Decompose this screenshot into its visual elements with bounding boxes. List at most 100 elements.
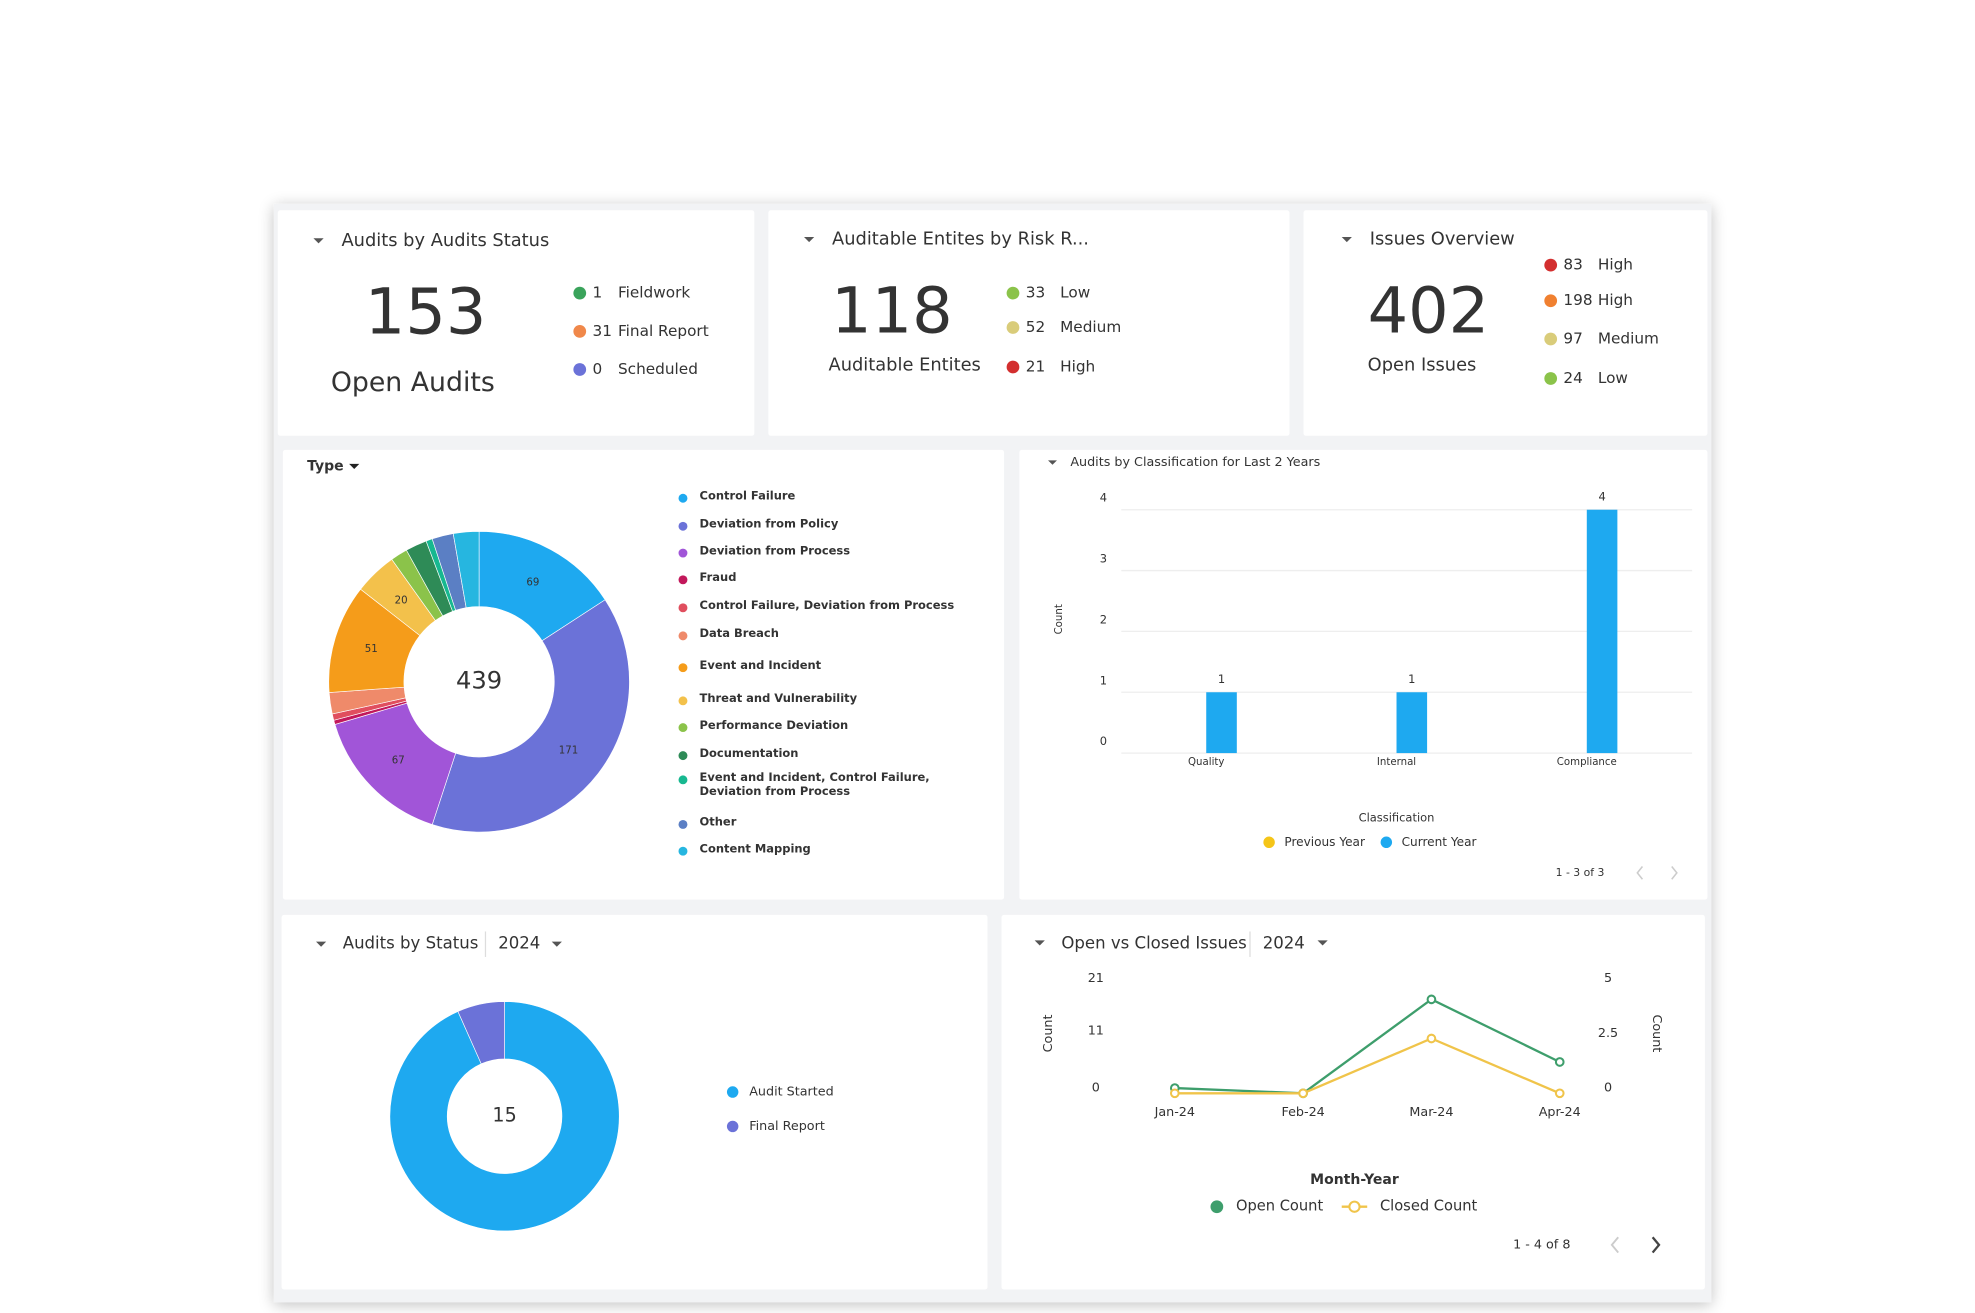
segment-label: 20 [395,595,408,606]
bar [1586,509,1618,754]
donut-total: 439 [456,667,502,695]
legend-dot [678,631,688,641]
legend-item: Content Mapping [699,843,811,857]
prev-page[interactable] [1636,866,1644,880]
x-tick-label: Quality [1188,757,1224,768]
legend-label: Data Breach [699,628,779,641]
dropdown-caret[interactable] [551,941,562,947]
bar [1396,692,1428,754]
legend-dot [1544,294,1558,308]
point [1426,994,1437,1005]
card-item-count: 97 [1563,329,1582,347]
segment-label: 69 [526,578,539,589]
legend-label: Other [699,816,737,830]
legend-item: Control Failure, Deviation from Process [699,600,955,613]
legend-item: Deviation from Process [700,545,851,558]
card-item-label: Medium [1060,318,1121,336]
legend-dot [1544,258,1558,272]
series-line [1174,1037,1561,1095]
legend-dot [1544,332,1558,346]
card-item-label: Final Report [618,322,709,340]
card-item-label: Fieldwork [618,284,690,302]
panel [768,210,1290,436]
dropdown-caret[interactable] [1341,237,1352,243]
donut-segment [389,1001,620,1232]
legend-item: Other [699,816,737,830]
legend-label: Event and Incident, Control Failure, Dev… [699,772,930,799]
y-tick-label: 11 [1088,1023,1104,1038]
legend-label: Content Mapping [699,843,811,857]
y-tick-label: 0 [1092,1081,1100,1096]
prev-page[interactable] [1610,1236,1619,1254]
card-label: Open Issues [1368,355,1477,376]
card-item-count: 83 [1563,256,1582,274]
legend-label: Open Count [1236,1198,1323,1215]
legend-item: Fraud [700,572,737,585]
legend-dot [678,521,688,531]
x-axis-label: Classification [1359,811,1435,825]
dropdown-caret[interactable] [316,941,327,947]
legend-item: Documentation [699,747,799,761]
card-item-count: 21 [1026,358,1045,376]
point [1169,1088,1180,1099]
year-filter: 2024 [1263,934,1305,953]
card-value: 118 [831,274,953,348]
bar-value-label: 4 [1598,489,1605,503]
pagination: 1 - 3 of 3 [1556,866,1605,879]
legend-dot [1006,360,1020,374]
legend-label: Deviation from Policy [699,518,839,532]
bar-value-label: 1 [1218,672,1225,686]
card-item-count: 1 [593,284,603,302]
point [1554,1057,1565,1067]
legend-item: Threat and Vulnerability [700,693,858,706]
dropdown-caret[interactable] [804,237,815,243]
legend-dot [1006,321,1020,334]
y-tick-label: 4 [1100,491,1107,505]
x-tick-label: Internal [1377,757,1416,768]
dropdown-caret[interactable] [1048,460,1057,465]
legend-dot [678,548,688,558]
panel [1001,914,1705,1290]
card-item-label: Medium [1598,329,1659,347]
chart-title: Audits by Status [343,934,479,953]
x-tick-label: Apr-24 [1539,1105,1581,1120]
chart-title: Audits by Classification for Last 2 Year… [1070,455,1320,470]
next-page[interactable] [1671,866,1678,880]
legend-label: Control Failure, Deviation from Process [699,600,955,613]
legend-item: Control Failure [700,491,796,504]
dropdown-caret[interactable] [1317,940,1328,946]
card-item-label: Low [1060,284,1090,302]
legend-dot [678,493,688,503]
legend-item: Data Breach [699,628,779,641]
card-item-count: 0 [593,360,603,378]
panel [1303,210,1708,436]
legend-item: Event and Incident, Control Failure, Dev… [699,772,930,799]
dropdown-caret[interactable] [349,463,360,469]
x-tick-label: Jan-24 [1154,1105,1195,1120]
y-tick-label: 21 [1088,971,1104,986]
point [1554,1088,1565,1099]
card-label: Open Audits [331,367,495,398]
card-item-count: 31 [593,322,612,340]
y2-tick-label: 2.5 [1598,1026,1618,1041]
series-line [1174,998,1561,1095]
dropdown-caret[interactable] [313,238,324,244]
card-value: 402 [1368,274,1490,348]
card-item-label: Scheduled [618,360,698,378]
next-page[interactable] [1651,1236,1661,1254]
legend-label: Documentation [699,747,799,761]
donut-segment [457,1001,505,1065]
legend-label: Audit Started [749,1085,833,1100]
legend-dot [1006,286,1020,300]
x-tick-label: Mar-24 [1409,1105,1453,1120]
legend-label: Closed Count [1380,1198,1478,1215]
x-tick-label: Compliance [1557,757,1617,768]
segment-label: 51 [365,644,378,655]
legend-label: Performance Deviation [699,719,849,733]
dropdown-caret[interactable] [1034,940,1045,946]
card-item-count: 52 [1026,318,1045,336]
y-axis-label: Count [1041,1014,1056,1052]
